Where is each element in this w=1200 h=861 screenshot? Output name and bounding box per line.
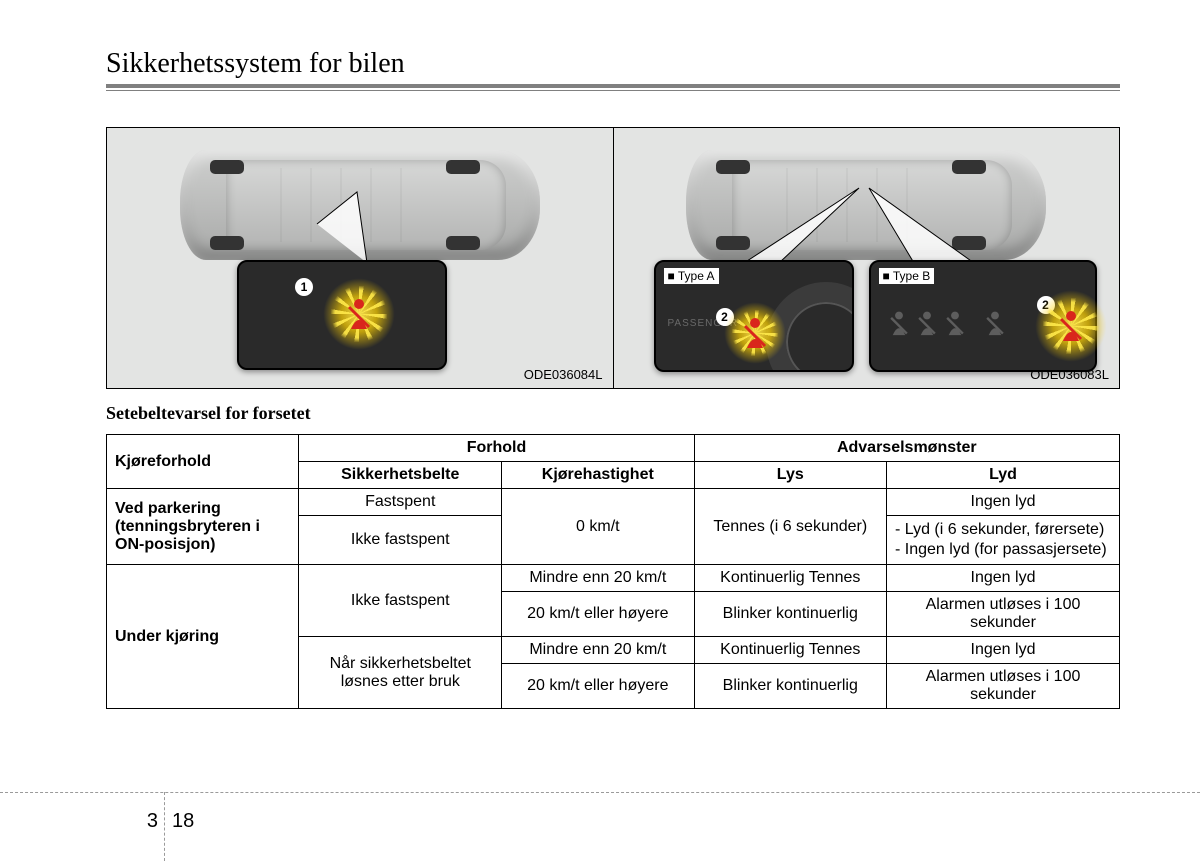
th-driving-condition: Kjøreforhold bbox=[107, 435, 299, 489]
cell: Ikke fastspent bbox=[299, 565, 502, 637]
passenger-warning-popup-type-b: ■ Type B 2 bbox=[869, 260, 1097, 372]
th-seatbelt: Sikkerhetsbelte bbox=[299, 462, 502, 489]
cell-driving-label: Under kjøring bbox=[107, 565, 299, 709]
figure-frame: 1 ODE036084L ■ Type A bbox=[106, 127, 1120, 389]
cell: Kontinuerlig Tennes bbox=[694, 565, 886, 592]
cell: Mindre enn 20 km/t bbox=[502, 637, 694, 664]
th-condition-group: Forhold bbox=[299, 435, 694, 462]
seatbelt-mini-icon bbox=[944, 310, 966, 336]
cell: Blinker kontinuerlig bbox=[694, 592, 886, 637]
section-subtitle: Setebeltevarsel for forsetet bbox=[106, 403, 1120, 424]
cell: Alarmen utløses i 100 sekunder bbox=[887, 664, 1120, 709]
cell: Alarmen utløses i 100 sekunder bbox=[887, 592, 1120, 637]
cell: Når sikkerhetsbeltet løsnes etter bruk bbox=[299, 637, 502, 709]
seatbelt-warning-icon bbox=[331, 286, 387, 342]
cell: Ikke fastspent bbox=[299, 516, 502, 565]
cell: Fastspent bbox=[299, 489, 502, 516]
th-speed: Kjørehastighet bbox=[502, 462, 694, 489]
table-row: Ved parkering (tenningsbryteren i ON-pos… bbox=[107, 489, 1120, 516]
seatbelt-mini-icon bbox=[984, 310, 1006, 336]
figure-left: 1 ODE036084L bbox=[107, 128, 613, 388]
seatbelt-mini-icon bbox=[888, 310, 910, 336]
cell-line: - Lyd (i 6 sekunder, førersete) bbox=[895, 520, 1111, 540]
table-header-row: Kjøreforhold Forhold Advarselsmønster bbox=[107, 435, 1120, 462]
cell: 20 km/t eller høyere bbox=[502, 592, 694, 637]
page: Sikkerhetssystem for bilen 1 OD bbox=[0, 0, 1200, 709]
cell: 20 km/t eller høyere bbox=[502, 664, 694, 709]
cell: Kontinuerlig Tennes bbox=[694, 637, 886, 664]
seatbelt-warning-icon bbox=[732, 310, 778, 356]
figure-right-code: ODE036083L bbox=[1030, 367, 1109, 382]
figure-left-code: ODE036084L bbox=[524, 367, 603, 382]
cell: 0 km/t bbox=[502, 489, 694, 565]
cell-parked-label: Ved parkering (tenningsbryteren i ON-pos… bbox=[107, 489, 299, 565]
passenger-warning-popup-type-a: ■ Type A PASSENGER 2 bbox=[654, 260, 854, 372]
cell: Blinker kontinuerlig bbox=[694, 664, 886, 709]
type-a-label: ■ Type A bbox=[664, 268, 719, 284]
title-rule-thick bbox=[106, 84, 1120, 88]
seatbelt-row-icons bbox=[885, 310, 1009, 336]
cell: Tennes (i 6 sekunder) bbox=[694, 489, 886, 565]
th-light: Lys bbox=[694, 462, 886, 489]
chapter-title: Sikkerhetssystem for bilen bbox=[106, 48, 1120, 80]
cell: - Lyd (i 6 sekunder, førersete) - Ingen … bbox=[887, 516, 1120, 565]
title-rule-thin bbox=[106, 90, 1120, 91]
cell: Mindre enn 20 km/t bbox=[502, 565, 694, 592]
driver-warning-popup: 1 bbox=[237, 260, 447, 370]
th-warning-group: Advarselsmønster bbox=[694, 435, 1119, 462]
footer-dashed-horizontal bbox=[0, 792, 1200, 793]
figure-right: ■ Type A PASSENGER 2 ■ Type B 2 bbox=[613, 128, 1120, 388]
page-number: 18 bbox=[172, 810, 194, 833]
th-sound: Lyd bbox=[887, 462, 1120, 489]
footer-dashed-vertical bbox=[164, 792, 165, 861]
page-chapter-number: 3 bbox=[128, 810, 158, 833]
cell-line: - Ingen lyd (for passasjersete) bbox=[895, 540, 1111, 560]
callout-number-1: 1 bbox=[295, 278, 313, 296]
seatbelt-warning-table: Kjøreforhold Forhold Advarselsmønster Si… bbox=[106, 434, 1120, 709]
seatbelt-warning-icon bbox=[1043, 298, 1099, 354]
seatbelt-mini-icon bbox=[916, 310, 938, 336]
type-b-label: ■ Type B bbox=[879, 268, 935, 284]
cell: Ingen lyd bbox=[887, 489, 1120, 516]
cell: Ingen lyd bbox=[887, 565, 1120, 592]
table-row: Under kjøring Ikke fastspent Mindre enn … bbox=[107, 565, 1120, 592]
cell: Ingen lyd bbox=[887, 637, 1120, 664]
